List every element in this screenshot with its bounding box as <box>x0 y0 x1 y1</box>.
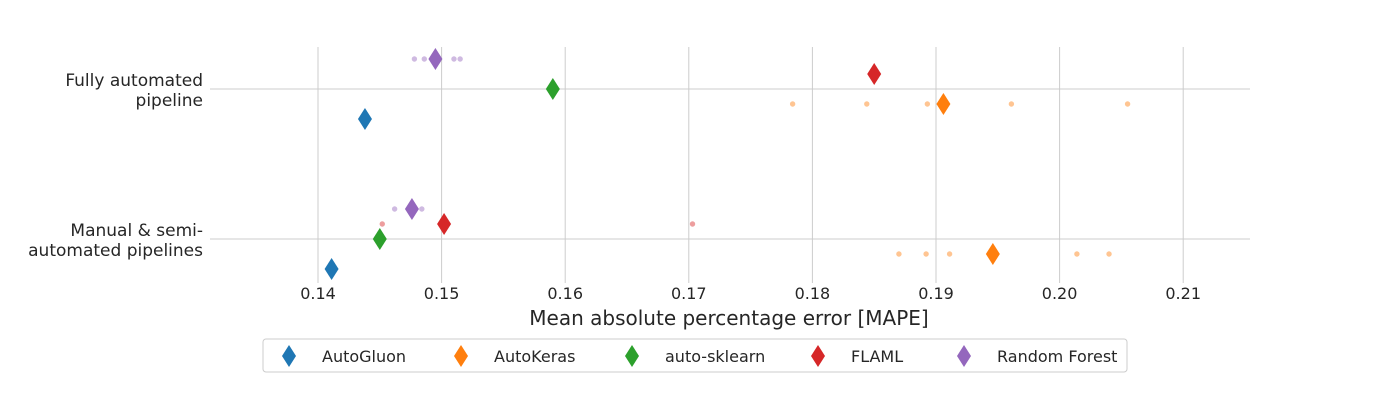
y-tick-label-line: Manual & semi- <box>70 221 203 241</box>
legend-items: AutoGluon AutoKeras auto-sklearn FLAML Rando… <box>282 345 1117 367</box>
mean-marker <box>428 48 443 70</box>
x-tick-label: 0.14 <box>300 284 336 303</box>
mean-marker <box>936 93 951 115</box>
legend-label: AutoGluon <box>322 347 406 366</box>
run-point <box>896 251 902 257</box>
mean-marker <box>545 78 560 100</box>
mean-marker <box>372 228 387 250</box>
run-point <box>421 56 427 62</box>
y-tick-label-line: Fully automated <box>65 71 203 91</box>
legend-label: AutoKeras <box>494 347 575 366</box>
mean-marker <box>985 243 1000 265</box>
y-tick-labels: Fully automated pipeline Manual & semi-aut… <box>28 71 203 261</box>
mean-marker <box>404 198 419 220</box>
x-tick-label: 0.20 <box>1042 284 1078 303</box>
x-axis-label: Mean absolute percentage error [MAPE] <box>529 306 928 330</box>
run-point <box>419 206 425 212</box>
run-point <box>391 206 398 212</box>
run-point <box>1074 251 1080 257</box>
y-tick-label-line: pipeline <box>136 91 203 111</box>
x-tick-labels: 0.14 0.15 0.16 0.17 0.18 0.19 0.20 0.21 <box>300 284 1201 303</box>
run-point <box>457 56 463 62</box>
legend-marker <box>625 345 639 367</box>
mean-marker <box>324 258 339 280</box>
run-point <box>1124 101 1131 107</box>
x-tick-label: 0.15 <box>424 284 460 303</box>
x-tick-label: 0.18 <box>795 284 831 303</box>
run-point <box>946 251 953 257</box>
mean-marker <box>357 108 372 130</box>
run-point <box>379 221 385 227</box>
y-tick-label: Manual & semi-automated pipelines <box>28 221 203 261</box>
legend-label: auto-sklearn <box>665 347 765 366</box>
legend-marker <box>811 345 825 367</box>
run-point <box>411 56 418 62</box>
x-tick-label: 0.17 <box>671 284 707 303</box>
mean-marker <box>437 213 452 235</box>
run-point <box>864 101 870 107</box>
mean-markers <box>324 48 1000 280</box>
grid-layer <box>210 47 1250 283</box>
legend-frame <box>262 338 1128 373</box>
y-tick-label-line: automated pipelines <box>28 241 203 261</box>
run-point <box>923 251 929 257</box>
x-tick-label: 0.21 <box>1165 284 1201 303</box>
y-tick-label: Fully automated pipeline <box>65 71 203 111</box>
legend: AutoGluon AutoKeras auto-sklearn FLAML Rando… <box>262 338 1128 373</box>
x-tick-label: 0.19 <box>918 284 954 303</box>
run-point <box>689 221 696 227</box>
legend-marker <box>957 345 971 367</box>
run-point <box>451 56 457 62</box>
legend-marker <box>282 345 296 367</box>
run-point <box>1008 101 1015 107</box>
legend-label: FLAML <box>851 347 903 366</box>
legend-marker <box>454 345 468 367</box>
legend-label: Random Forest <box>997 347 1117 366</box>
x-tick-label: 0.16 <box>547 284 583 303</box>
run-points <box>379 56 1131 257</box>
run-point <box>924 101 931 107</box>
run-point <box>789 101 796 107</box>
mean-marker <box>867 63 882 85</box>
run-point <box>1106 251 1112 257</box>
